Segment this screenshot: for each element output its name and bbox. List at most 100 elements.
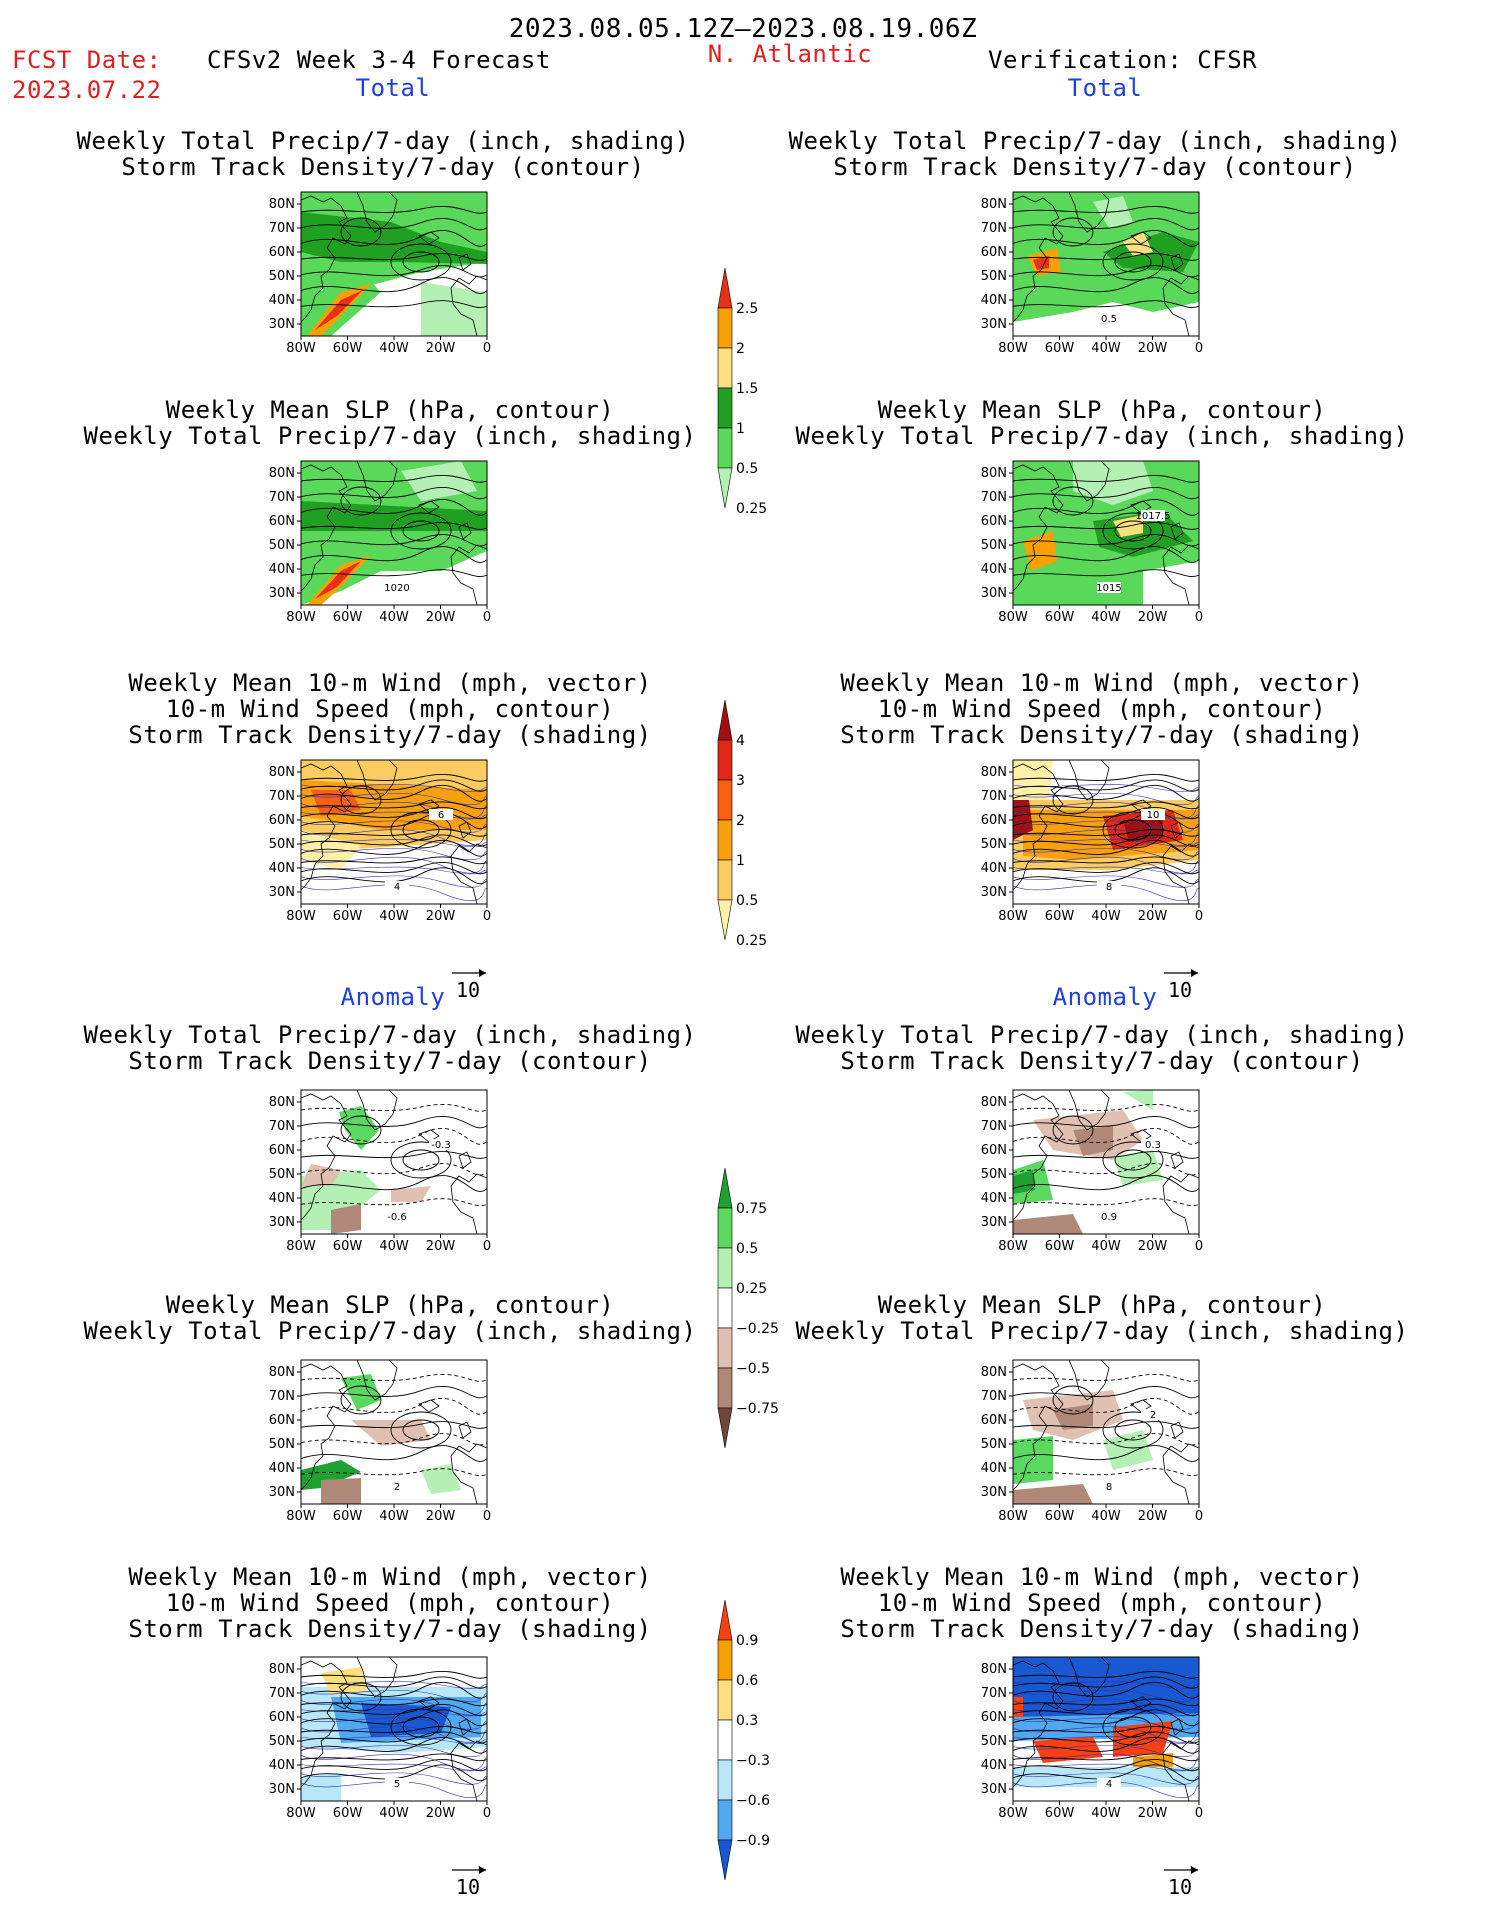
region-label: N. Atlantic [707,40,873,68]
colorbar-track-anomaly: 0.9 0.6 0.3 −0.3 −0.6 −0.9 [717,1599,770,1881]
lon-tick-label: 40W [1091,610,1121,625]
lat-tick-label: 50N [981,837,1007,852]
lon-tick-label: 0 [1195,1509,1203,1524]
lon-tick-label: 40W [379,1806,409,1821]
lat-tick-label: 50N [269,1437,295,1452]
section-total-left: Total [355,74,431,102]
lon-tick-label: 40W [1091,909,1121,924]
forecast-model-title: CFSv2 Week 3-4 Forecast [207,46,551,74]
contour-label: 4 [1106,1779,1112,1790]
lon-tick-label: 60W [333,610,363,625]
lat-tick-label: 80N [269,466,295,481]
lat-tick-label: 40N [269,562,295,577]
lat-tick-label: 40N [981,562,1007,577]
lat-tick-label: 30N [981,1215,1007,1230]
colorbar-tick-label: 0.6 [736,1673,758,1689]
colorbar-tick-label: −0.25 [736,1321,779,1337]
lat-tick-label: 60N [981,1710,1007,1725]
lon-tick-label: 0 [1195,1239,1203,1254]
lon-tick-label: 80W [286,1806,316,1821]
lon-tick-label: 0 [483,1509,491,1524]
lat-tick-label: 50N [269,1734,295,1749]
lat-tick-label: 30N [981,586,1007,601]
colorbar-tick-label: 4 [736,733,745,749]
lon-tick-label: 0 [483,341,491,356]
lat-tick-label: 80N [981,1662,1007,1677]
lon-tick-label: 20W [426,1509,456,1524]
lon-tick-label: 20W [426,909,456,924]
lat-tick-label: 60N [269,245,295,260]
lon-tick-label: 40W [379,1239,409,1254]
colorbar-tick-label: −0.5 [736,1361,770,1377]
lon-tick-label: 0 [1195,1806,1203,1821]
lon-tick-label: 20W [426,610,456,625]
colorbar-tick-label: −0.6 [736,1793,770,1809]
lat-tick-label: 40N [981,1461,1007,1476]
lon-tick-label: 60W [1045,610,1075,625]
lat-tick-label: 70N [981,789,1007,804]
title-total-wind-forecast: Weekly Mean 10-m Wind (mph, vector) 10-m … [128,669,652,749]
contour-label: 5 [394,1779,400,1790]
vector-reference-label: 10 [1168,1875,1192,1898]
map-anom-wind-verification: 4 80N 70N 60N 50N 40N 30N 80W 60W 40W 20W 0 [981,1656,1203,1821]
title-total-wind-verification: Weekly Mean 10-m Wind (mph, vector) 10-m … [840,669,1364,749]
title-anom-precip-track-forecast: Weekly Total Precip/7-day (inch, shading… [83,1021,697,1075]
colorbar-track-total: 4 3 2 1 0.5 0.25 [717,699,767,949]
lon-tick-label: 40W [1091,1509,1121,1524]
lat-tick-label: 80N [269,1095,295,1110]
lat-tick-label: 30N [981,1782,1007,1797]
contour-label: -0.6 [387,1212,407,1223]
lon-tick-label: 20W [1138,1239,1168,1254]
colorbar-tick-label: −0.9 [736,1833,770,1849]
colorbar-tick-label: 0.25 [736,933,767,949]
colorbar-precip-total: 2.5 2 1.5 1 0.5 0.25 [717,267,767,517]
lat-tick-label: 50N [269,538,295,553]
lat-tick-label: 70N [981,221,1007,236]
lat-tick-label: 30N [269,586,295,601]
vector-reference-label: 10 [1168,978,1192,1001]
lat-tick-label: 60N [269,514,295,529]
map-total-wind-forecast: 4 6 80N 70N 60N 50N 40N 30N 80W 60W 40W 20W 0 [269,759,491,924]
lat-tick-label: 50N [269,269,295,284]
lat-tick-label: 40N [981,293,1007,308]
verification-label: Verification: CFSR [988,46,1258,74]
lon-tick-label: 80W [998,610,1028,625]
lat-tick-label: 60N [269,1710,295,1725]
fcst-date-label: FCST Date: [12,46,162,74]
lat-tick-label: 70N [269,789,295,804]
colorbar-tick-label: 0.5 [736,461,758,477]
lat-tick-label: 50N [981,1437,1007,1452]
lon-tick-label: 60W [333,1806,363,1821]
lon-tick-label: 80W [998,1239,1028,1254]
lat-tick-label: 70N [981,1686,1007,1701]
lat-tick-label: 80N [269,1662,295,1677]
colorbar-tick-label: 1 [736,853,745,869]
lat-tick-label: 50N [981,1167,1007,1182]
lon-tick-label: 80W [998,909,1028,924]
lat-tick-label: 40N [269,1758,295,1773]
section-anomaly-right: Anomaly [1052,983,1158,1011]
lat-tick-label: 50N [981,538,1007,553]
colorbar-tick-label: 0.25 [736,501,767,517]
lon-tick-label: 60W [333,1509,363,1524]
lon-tick-label: 80W [286,909,316,924]
lon-tick-label: 40W [379,341,409,356]
lat-tick-label: 30N [981,1485,1007,1500]
lon-tick-label: 20W [1138,610,1168,625]
lat-tick-label: 30N [981,885,1007,900]
lon-tick-label: 40W [379,909,409,924]
lon-tick-label: 40W [379,1509,409,1524]
vector-reference-arrow-icon: 10 [1164,969,1198,1001]
colorbar-tick-label: 1.5 [736,381,758,397]
title-total-precip-track-forecast: Weekly Total Precip/7-day (inch, shading… [76,127,690,181]
contour-label: 8 [1106,882,1112,893]
lon-tick-label: 20W [426,341,456,356]
lat-tick-label: 40N [269,861,295,876]
title-total-slp-verification: Weekly Mean SLP (hPa, contour) Weekly Tot… [795,396,1409,450]
lon-tick-label: 60W [333,1239,363,1254]
contour-label: 4 [394,882,400,893]
contour-label: -0.3 [431,1140,451,1151]
lat-tick-label: 40N [981,861,1007,876]
lat-tick-label: 30N [269,317,295,332]
section-total-right: Total [1067,74,1143,102]
